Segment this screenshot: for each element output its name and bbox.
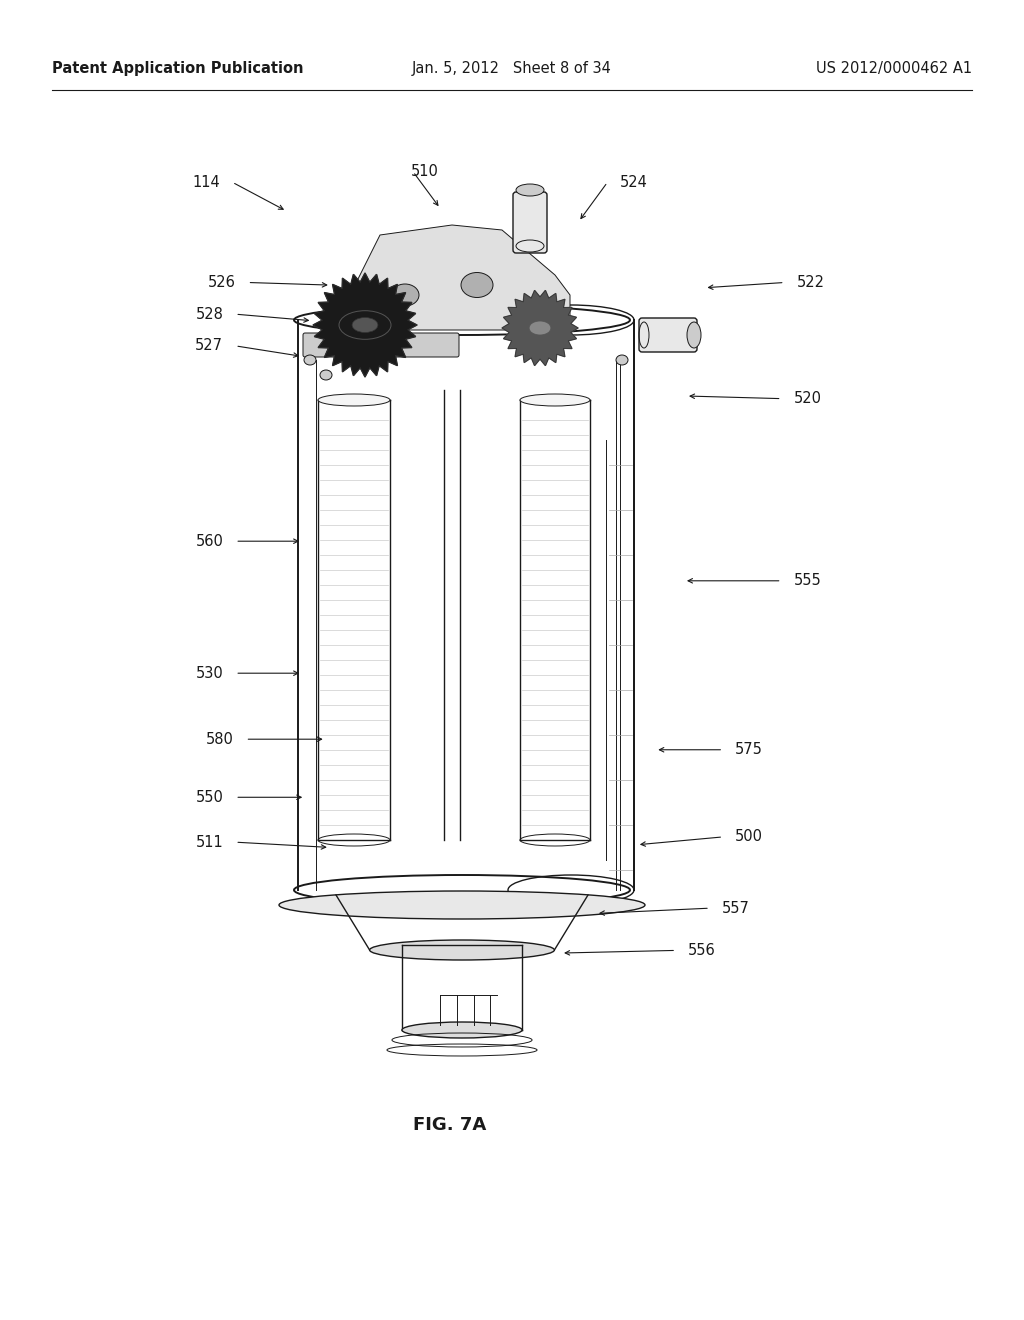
Text: 528: 528 xyxy=(196,306,223,322)
Ellipse shape xyxy=(520,393,590,407)
FancyBboxPatch shape xyxy=(303,333,459,356)
Text: 500: 500 xyxy=(735,829,763,845)
Ellipse shape xyxy=(461,272,493,297)
Text: 575: 575 xyxy=(735,742,763,758)
Text: 522: 522 xyxy=(797,275,824,290)
Text: 560: 560 xyxy=(196,533,223,549)
Ellipse shape xyxy=(687,322,701,348)
Text: US 2012/0000462 A1: US 2012/0000462 A1 xyxy=(816,61,972,75)
Text: 526: 526 xyxy=(208,275,236,290)
Ellipse shape xyxy=(304,355,316,366)
Ellipse shape xyxy=(516,183,544,195)
Ellipse shape xyxy=(616,355,628,366)
Text: 555: 555 xyxy=(794,573,821,589)
Ellipse shape xyxy=(391,284,419,306)
Text: 524: 524 xyxy=(620,174,647,190)
Ellipse shape xyxy=(370,940,554,960)
Text: FIG. 7A: FIG. 7A xyxy=(414,1115,486,1134)
Text: 580: 580 xyxy=(206,731,233,747)
Text: 511: 511 xyxy=(196,834,223,850)
FancyBboxPatch shape xyxy=(513,191,547,253)
Ellipse shape xyxy=(352,318,378,333)
Text: 550: 550 xyxy=(196,789,223,805)
Text: 114: 114 xyxy=(193,174,220,190)
Ellipse shape xyxy=(279,891,645,919)
Text: 556: 556 xyxy=(688,942,716,958)
Text: Patent Application Publication: Patent Application Publication xyxy=(52,61,303,75)
Ellipse shape xyxy=(319,370,332,380)
Ellipse shape xyxy=(318,393,390,407)
Text: 530: 530 xyxy=(196,665,223,681)
Text: 527: 527 xyxy=(196,338,223,354)
Polygon shape xyxy=(313,273,417,378)
Ellipse shape xyxy=(402,1022,522,1038)
Text: 557: 557 xyxy=(722,900,750,916)
Ellipse shape xyxy=(529,321,551,335)
Polygon shape xyxy=(355,224,570,330)
FancyBboxPatch shape xyxy=(639,318,697,352)
Text: 510: 510 xyxy=(411,164,439,180)
Text: Jan. 5, 2012   Sheet 8 of 34: Jan. 5, 2012 Sheet 8 of 34 xyxy=(412,61,612,75)
Polygon shape xyxy=(502,290,578,366)
Text: 520: 520 xyxy=(794,391,821,407)
